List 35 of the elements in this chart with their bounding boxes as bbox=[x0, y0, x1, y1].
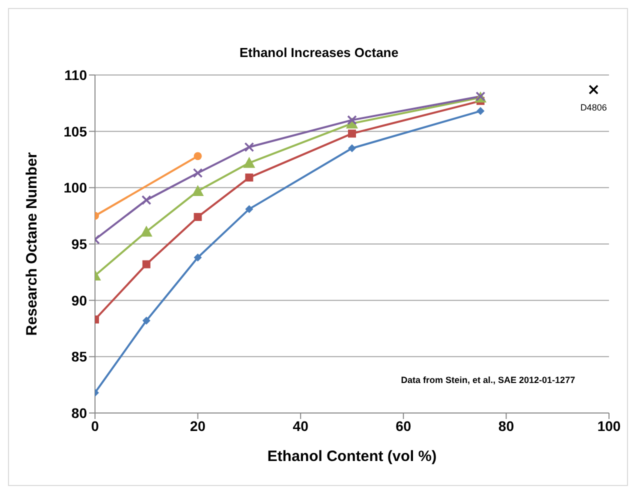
point bbox=[588, 84, 598, 95]
y-axis-title: Research Octane Number bbox=[23, 152, 40, 336]
point bbox=[243, 156, 256, 168]
point bbox=[194, 212, 202, 221]
point bbox=[245, 174, 254, 182]
point bbox=[244, 142, 254, 152]
point bbox=[142, 195, 152, 205]
x-tick-label: 60 bbox=[396, 418, 412, 434]
y-tick-label: 90 bbox=[71, 292, 88, 308]
y-tick-label: 110 bbox=[64, 66, 88, 83]
x-axis-title: Ethanol Content (vol %) bbox=[267, 448, 437, 465]
x-tick-label: 80 bbox=[498, 418, 514, 434]
x-tick-label: 40 bbox=[292, 418, 309, 434]
chart-title: Ethanol Increases Octane bbox=[238, 45, 400, 60]
point bbox=[140, 226, 152, 237]
point bbox=[348, 130, 356, 138]
y-tick-label: 80 bbox=[71, 404, 88, 421]
point bbox=[347, 115, 357, 125]
point bbox=[194, 254, 202, 262]
x-tick-label: 0 bbox=[91, 418, 100, 434]
annotation: Data from Stein, et al., SAE 2012-01-1277 bbox=[401, 375, 576, 385]
point bbox=[142, 260, 150, 268]
x-tick-label: 20 bbox=[190, 418, 206, 434]
series-label: D4806 bbox=[580, 102, 607, 113]
x-tick-label: 100 bbox=[597, 418, 621, 434]
point bbox=[245, 205, 254, 214]
y-tick-label: 100 bbox=[64, 180, 88, 196]
point bbox=[348, 144, 356, 152]
point bbox=[192, 168, 203, 178]
y-tick-label: 85 bbox=[71, 348, 88, 365]
y-tick-label: 105 bbox=[64, 123, 88, 140]
point bbox=[476, 107, 484, 116]
y-tick-label: 95 bbox=[71, 236, 88, 252]
point bbox=[192, 185, 204, 196]
point bbox=[142, 316, 150, 325]
